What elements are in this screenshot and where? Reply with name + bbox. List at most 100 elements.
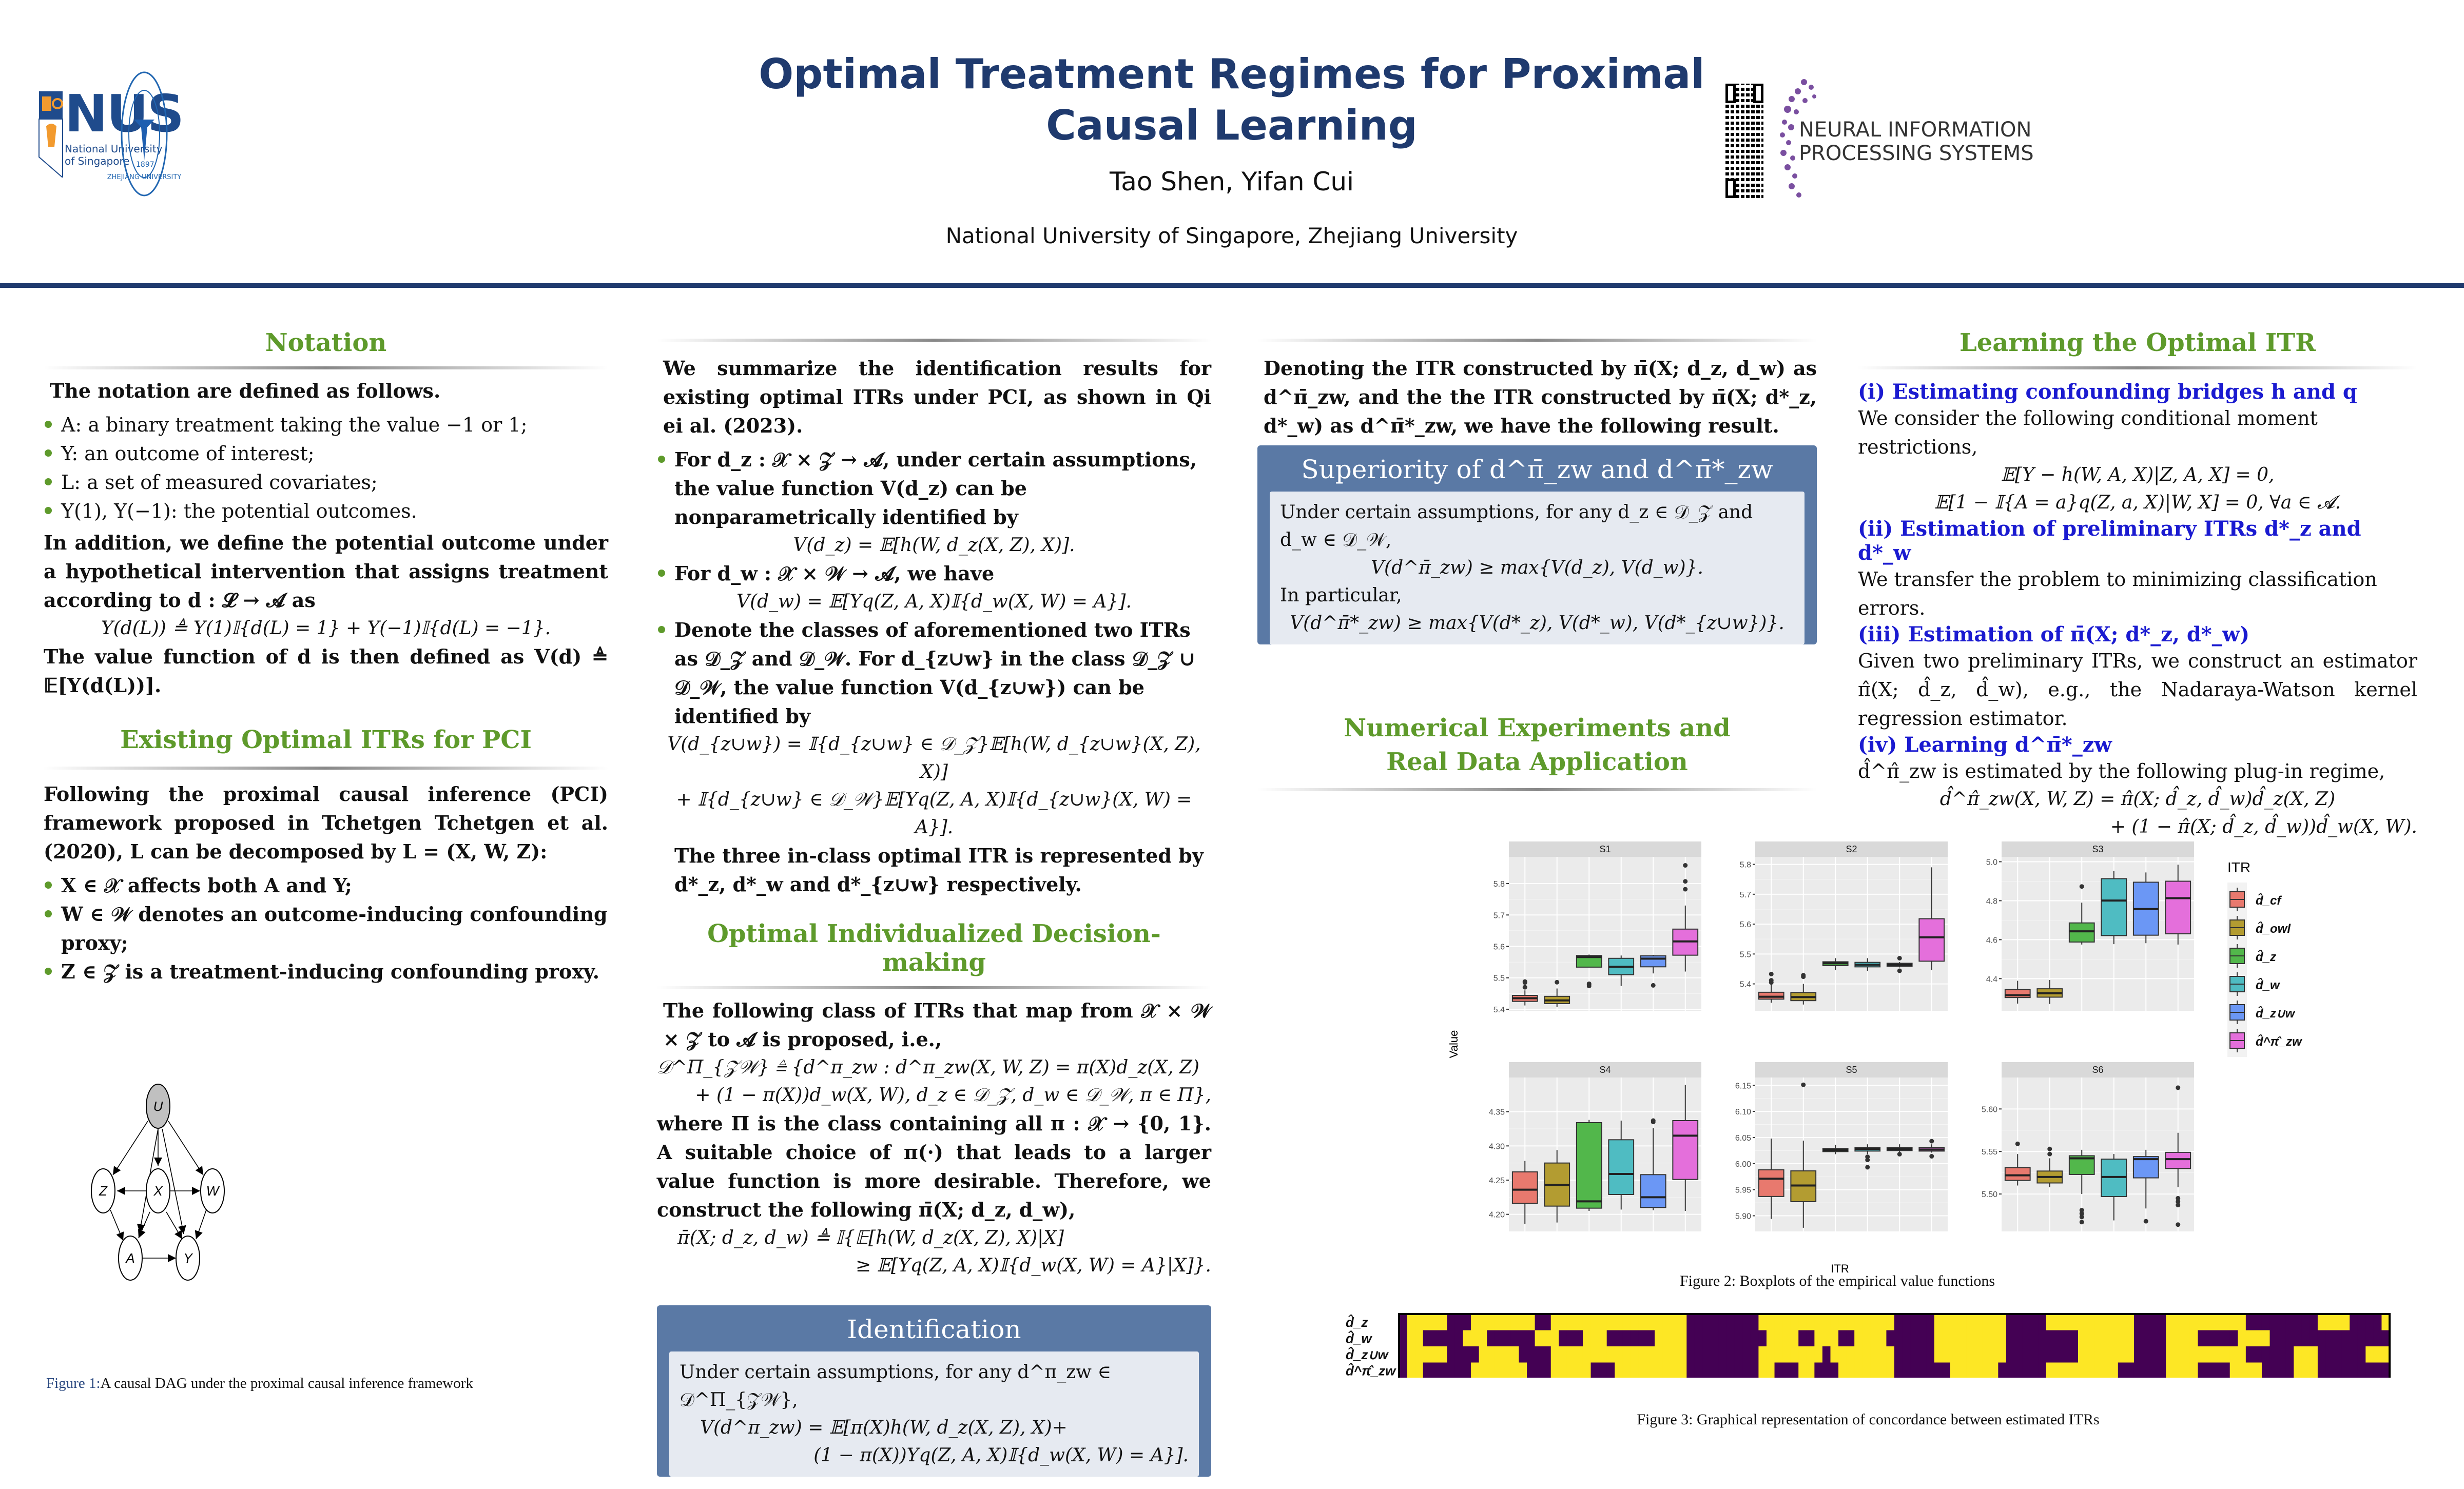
heatmap-cell [1559, 1362, 1567, 1379]
heatmap-cell [2198, 1330, 2206, 1347]
heatmap-cell [1926, 1330, 1935, 1347]
box-iqr [1640, 955, 1666, 968]
heatmap-cell [1734, 1362, 1743, 1379]
heatmap-cell [1678, 1314, 1687, 1331]
y-tick-label: 5.4 [1740, 981, 1751, 989]
box-iqr [2004, 989, 2031, 998]
heatmap-cell [1535, 1330, 1543, 1347]
heatmap-cell [1622, 1362, 1631, 1379]
heatmap-cell [1886, 1362, 1895, 1379]
heatmap-cell [1407, 1330, 1415, 1347]
heatmap-cell [1671, 1346, 1679, 1363]
heatmap-cell [2245, 1346, 2255, 1363]
heatmap-cell [2334, 1346, 2342, 1363]
heatmap-cell [1615, 1314, 1623, 1331]
heatmap-cell [1782, 1330, 1791, 1347]
superiority-content: Under certain assumptions, for any d_z ∈… [1270, 492, 1805, 644]
heatmap-cell [2285, 1314, 2294, 1331]
heatmap-row-label: d̂_z∪w [1346, 1347, 1389, 1363]
boxplot-chart: Value ITR S1 5.4 5.5 5.6 5.7 5.8 S2 5.4 5.5 5.6 5.… [1447, 841, 2302, 1275]
y-tick-label: 5.6 [1493, 943, 1505, 951]
heatmap-cell [1878, 1314, 1887, 1331]
heatmap-cell [1718, 1330, 1727, 1347]
heatmap-cell [1846, 1330, 1855, 1347]
box-4 [1640, 1118, 1666, 1210]
header-divider [0, 283, 2464, 288]
heatmap-cell [2046, 1362, 2054, 1379]
heatmap-cell [2198, 1346, 2206, 1363]
heatmap-cell [2182, 1314, 2190, 1331]
heatmap-cell [1870, 1330, 1879, 1347]
heatmap-cell [2373, 1314, 2382, 1331]
heatmap-cell [1686, 1346, 1695, 1363]
heatmap-cell [1902, 1346, 1911, 1363]
heatmap-cell [1543, 1314, 1551, 1331]
heatmap-cell [2094, 1314, 2103, 1331]
box-iqr [1758, 1169, 1784, 1197]
heatmap-cell [2245, 1362, 2255, 1379]
heatmap-cell [1527, 1314, 1536, 1331]
heatmap-cell [1479, 1362, 1487, 1379]
outlier-point [1929, 1154, 1934, 1159]
zju-name: ZHEJIANG UNIVERSITY [107, 173, 182, 181]
heatmap-cell [1862, 1314, 1871, 1331]
box-iqr [2068, 922, 2095, 943]
heatmap-cell [1934, 1330, 1943, 1347]
box-0 [1758, 1138, 1784, 1219]
heatmap-cell [2325, 1346, 2334, 1363]
heatmap-cell [1559, 1314, 1567, 1331]
heatmap-cell [1750, 1346, 1759, 1363]
heatmap-cell [1782, 1346, 1791, 1363]
legend-item: d̂_owl [2229, 916, 2291, 939]
heatmap-cell [2325, 1330, 2334, 1347]
heatmap-cell [1734, 1346, 1743, 1363]
section-title-existing: Existing Optimal ITRs for PCI [120, 726, 532, 754]
outlier-point [1522, 979, 1527, 984]
heatmap-cell [1702, 1362, 1711, 1379]
heatmap-cell [1566, 1346, 1576, 1363]
legend-label: d̂_w [2256, 978, 2280, 992]
heatmap-cell [2381, 1362, 2390, 1379]
legend-item: d̂_z [2229, 944, 2276, 968]
legend-item: d̂_w [2229, 972, 2280, 996]
heatmap-cell [2381, 1330, 2390, 1347]
heatmap-cell [1655, 1314, 1663, 1331]
section-divider [657, 986, 1211, 989]
heatmap-cell [2142, 1362, 2150, 1379]
section-divider [44, 366, 608, 369]
heatmap-cell [2238, 1346, 2246, 1363]
box-1 [1544, 979, 1570, 1007]
heatmap-cell [1407, 1346, 1415, 1363]
heatmap-cell [1726, 1330, 1735, 1347]
heatmap-cell [1686, 1362, 1695, 1379]
heatmap-cell [2189, 1346, 2199, 1363]
heatmap-cell [1942, 1346, 1951, 1363]
heatmap-cell [2245, 1330, 2255, 1347]
panel-background [2002, 1077, 2194, 1231]
outlier-point [2047, 1146, 2052, 1151]
y-tick-label: 4.8 [1986, 897, 1997, 906]
column-3: Denoting the ITR constructed by π̄(X; d_… [1257, 339, 1817, 798]
heatmap-cell [1902, 1330, 1911, 1347]
y-tick-label: 6.10 [1735, 1108, 1751, 1116]
numerical-title-line-2: Real Data Application [1386, 748, 1688, 776]
heatmap-cell [2198, 1314, 2206, 1331]
heatmap-cell [1734, 1314, 1743, 1331]
heatmap-cell [2229, 1314, 2238, 1331]
box-2 [1576, 954, 1602, 989]
panel-title: S6 [2092, 1065, 2103, 1075]
y-tick-label: 5.50 [1982, 1190, 1997, 1199]
box-1 [1790, 1082, 1817, 1228]
heatmap-cell [2269, 1362, 2278, 1379]
heatmap-cell [1750, 1330, 1759, 1347]
heatmap-cell [2206, 1330, 2215, 1347]
nus-logo-text: NUS National University of Singapore [65, 88, 184, 168]
heatmap-cell [1814, 1362, 1823, 1379]
outlier-point [2079, 1208, 2084, 1213]
heatmap-cell [2317, 1362, 2326, 1379]
outlier-point [1801, 1082, 1806, 1087]
heatmap-cell [1510, 1314, 1520, 1331]
heatmap-cell [1415, 1314, 1424, 1331]
heatmap-cell [2334, 1362, 2342, 1379]
heatmap-cell [2285, 1330, 2294, 1347]
